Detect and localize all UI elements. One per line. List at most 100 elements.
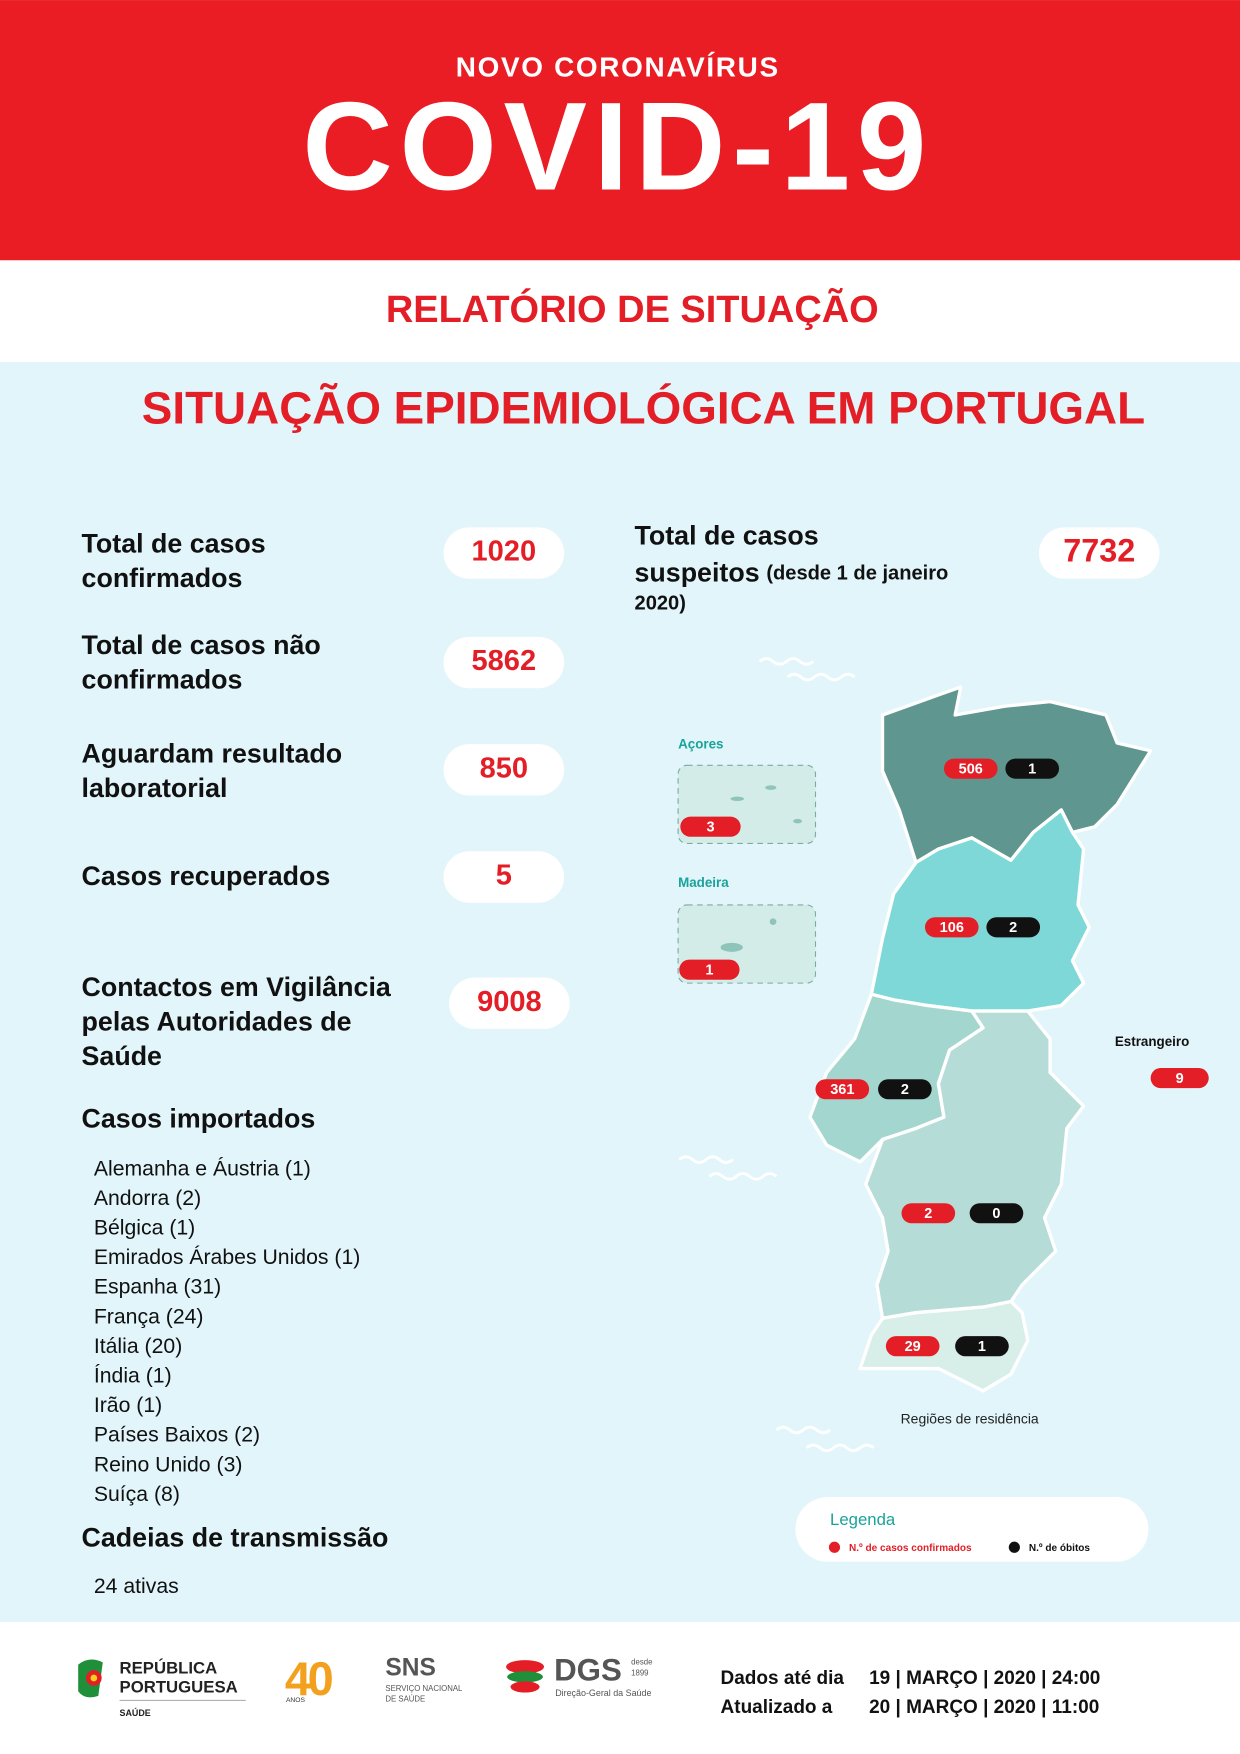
logo-text: SERVIÇO NACIONAL	[385, 1684, 463, 1693]
madeira-label: Madeira	[678, 875, 729, 890]
updated: 20 | MARÇO | 2020 | 11:00	[869, 1697, 1099, 1718]
legend-deaths: N.º de óbitos	[1029, 1543, 1091, 1554]
badge	[679, 959, 740, 980]
imported-title: Casos importados	[82, 1104, 316, 1134]
main-title: COVID-19	[302, 77, 933, 217]
badge-value: 2	[901, 1082, 909, 1098]
stat-label: Casos recuperados	[82, 861, 331, 891]
chains-text: 24 ativas	[94, 1575, 179, 1598]
region-algarve	[858, 1299, 1030, 1393]
stat-label: confirmados	[82, 563, 243, 593]
logo-text: 1899	[631, 1669, 648, 1678]
logo-text: SNS	[385, 1655, 436, 1682]
badge	[680, 816, 741, 837]
badge	[1005, 758, 1060, 779]
legend-title: Legenda	[830, 1510, 896, 1529]
logo-text: REPÚBLICA	[120, 1658, 218, 1677]
stat-value: 1020	[472, 536, 537, 568]
stats: Total de casos confirmados 1020 Total de ca…	[82, 527, 570, 1071]
footer-band	[0, 1622, 1240, 1754]
value-pill	[443, 744, 565, 796]
stat-label: Saúde	[82, 1041, 162, 1071]
stat-value: 850	[480, 752, 528, 784]
imported-list: Alemanha e Áustria (1) Andorra (2) Bélgica…	[94, 1155, 361, 1506]
value-pill	[443, 851, 565, 903]
value-pill	[449, 977, 570, 1029]
legend-swatch	[828, 1541, 841, 1553]
badge	[815, 1079, 870, 1100]
badge	[901, 1203, 956, 1224]
imported-item: Índia (1)	[94, 1363, 172, 1388]
badge-value: 1	[978, 1339, 986, 1355]
legend-cases: N.º de casos confirmados	[849, 1543, 972, 1554]
suspects-note: 2020)	[635, 593, 686, 615]
chains-title: Cadeias de transmissão	[82, 1523, 389, 1553]
legend-swatch	[1008, 1541, 1020, 1553]
badge-value: 3	[706, 820, 714, 836]
stat-label: confirmados	[82, 665, 243, 695]
badge	[1150, 1068, 1209, 1089]
imported-item: Alemanha e Áustria (1)	[94, 1155, 311, 1180]
updated-label: Atualizado a	[721, 1697, 833, 1718]
logo-text: DGS	[554, 1653, 622, 1688]
imported-item: Andorra (2)	[94, 1187, 201, 1210]
subtitle: RELATÓRIO DE SITUAÇÃO	[386, 287, 879, 331]
stat-label: Total de casos não	[82, 630, 321, 660]
stat-value: 9008	[477, 986, 542, 1018]
badge-value: 506	[959, 762, 983, 778]
badge	[878, 1079, 932, 1100]
map-caption: Regiões de residência	[901, 1411, 1039, 1427]
island-shapes	[720, 785, 803, 952]
stat-label: pelas Autoridades de	[82, 1006, 352, 1036]
badge-value: 361	[830, 1082, 854, 1098]
logo-republica: REPÚBLICA PORTUGUESA SAÚDE	[78, 1658, 246, 1718]
imported-item: Espanha (31)	[94, 1276, 221, 1299]
legend-box	[795, 1497, 1149, 1562]
stat-label: Aguardam resultado	[82, 738, 343, 768]
badge-value: 29	[905, 1339, 921, 1355]
badge-value: 106	[940, 920, 964, 936]
imported-item: Emirados Árabes Unidos (1)	[94, 1244, 361, 1269]
badge-value: 1	[1028, 762, 1036, 778]
data-until: 19 | MARÇO | 2020 | 24:00	[869, 1668, 1100, 1689]
badge-value: 2	[1009, 920, 1017, 936]
badge-value: 2	[924, 1206, 932, 1222]
foreign-label: Estrangeiro	[1115, 1034, 1189, 1049]
imported-item: Reino Unido (3)	[94, 1453, 243, 1476]
value-pill	[443, 636, 565, 689]
logo-text: SAÚDE	[120, 1707, 151, 1718]
map-regions	[808, 685, 1153, 1393]
suspects-note: (desde 1 de janeiro	[766, 563, 948, 585]
waves	[678, 657, 875, 1453]
subtitle-band	[0, 260, 1240, 363]
section-title: SITUAÇÃO EPIDEMIOLÓGICA EM PORTUGAL	[142, 381, 1145, 433]
azores-label: Açores	[678, 737, 723, 752]
logo-text: PORTUGUESA	[120, 1677, 238, 1696]
logo-text: desde	[631, 1657, 652, 1666]
badge-value: 9	[1176, 1071, 1184, 1087]
badge-value: 0	[992, 1206, 1000, 1222]
stat-label: Contactos em Vigilância	[82, 972, 392, 1002]
badge	[943, 758, 998, 779]
badge	[969, 1203, 1024, 1224]
badge	[955, 1336, 1009, 1357]
value-pill	[1038, 527, 1160, 579]
logo-dgs: DGS desde 1899 Direção-Geral da Saúde	[506, 1653, 652, 1698]
logo-text: Direção-Geral da Saúde	[555, 1688, 651, 1698]
imported-item: Bélgica (1)	[94, 1217, 195, 1240]
logo-sns: SNS SERVIÇO NACIONAL DE SAÚDE	[385, 1655, 463, 1704]
imported-item: Países Baixos (2)	[94, 1424, 260, 1447]
logo-40: 40 ANOS	[285, 1653, 336, 1705]
stat-label: Total de casos	[82, 528, 266, 558]
stat-label: laboratorial	[82, 773, 228, 803]
badge	[885, 1336, 940, 1357]
data-until-label: Dados até dia	[721, 1668, 845, 1689]
badge	[986, 917, 1041, 938]
stat-value: 5	[496, 860, 512, 892]
imported-item: França (24)	[94, 1305, 204, 1328]
suspects-label: suspeitos (desde 1 de janeiro	[635, 557, 949, 587]
logo-text: ANOS	[286, 1697, 305, 1704]
badge-value: 1	[705, 963, 713, 979]
